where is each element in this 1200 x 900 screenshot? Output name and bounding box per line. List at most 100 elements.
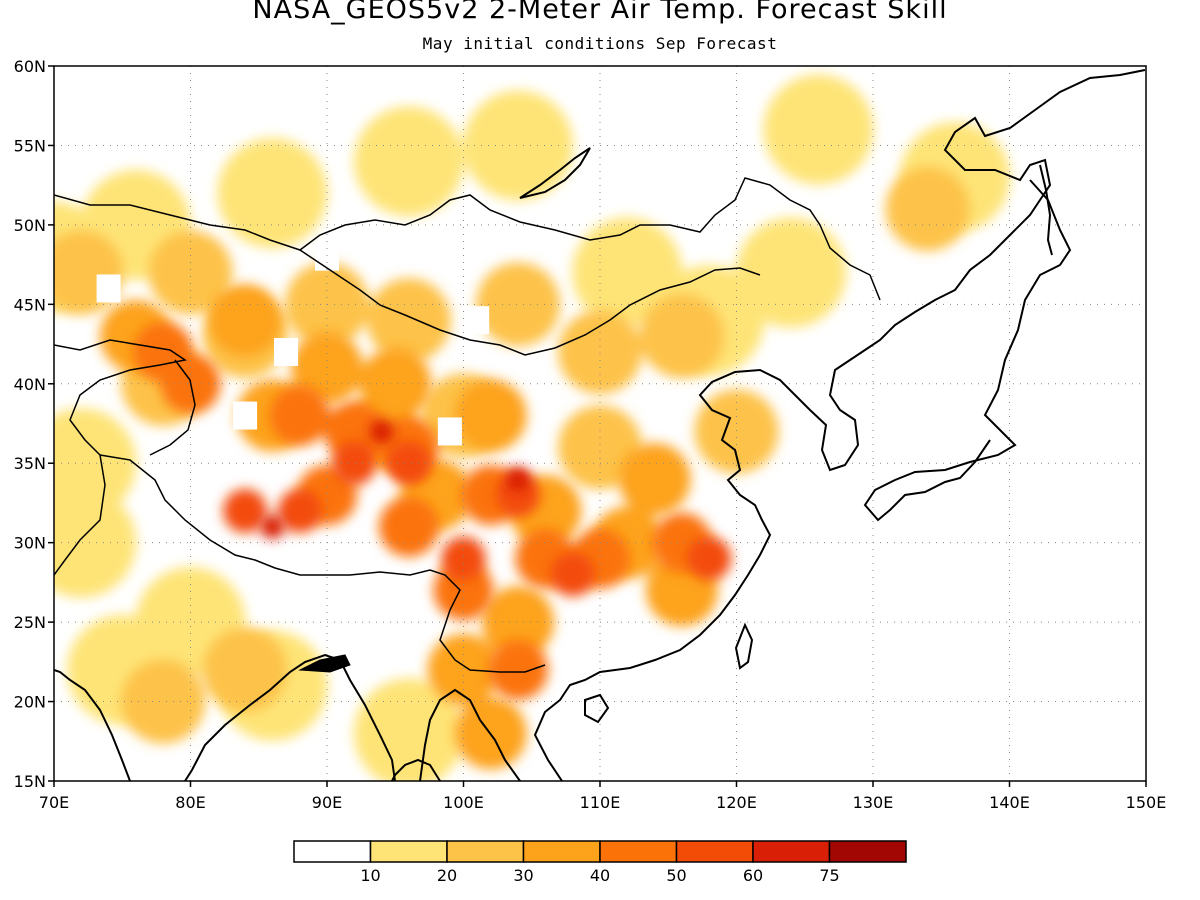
skill-patch <box>506 467 531 492</box>
skill-patch <box>433 560 494 621</box>
skill-patch <box>639 294 724 379</box>
colorbar-label: 20 <box>437 866 457 885</box>
skill-patch <box>763 74 874 185</box>
colorbar-swatch <box>675 840 754 863</box>
lat-tick-label: 30N <box>14 534 46 553</box>
lake-baikal <box>519 147 591 199</box>
lon-tick-label: 100E <box>443 793 484 812</box>
skill-patch <box>260 514 285 539</box>
skill-patch <box>332 441 377 486</box>
lon-tick-label: 150E <box>1126 793 1167 812</box>
coastline-taiwan <box>734 622 754 670</box>
lon-tick-label: 70E <box>39 793 69 812</box>
coastline-east-asia <box>533 69 1146 781</box>
skill-patch <box>366 278 451 363</box>
coastline-hainan <box>584 693 610 724</box>
coastline-sakhalin <box>1039 164 1053 256</box>
skill-patch <box>488 639 549 700</box>
skill-patch <box>454 379 527 452</box>
lon-tick-label: 80E <box>175 793 205 812</box>
colorbar-swatch <box>446 840 525 863</box>
map-title: NASA_GEOS5v2 2-Meter Air Temp. Forecast … <box>252 0 948 25</box>
lat-tick-label: 25N <box>14 613 46 632</box>
skill-patch <box>203 627 288 712</box>
lat-tick-label: 35N <box>14 454 46 473</box>
map-subtitle: May initial conditions Sep Forecast <box>422 34 778 53</box>
skill-patch <box>496 473 541 517</box>
lon-tick-label: 110E <box>580 793 621 812</box>
colorbar-label: 40 <box>590 866 610 885</box>
colorbar-swatch <box>369 840 448 863</box>
colorbar-swatch <box>752 840 831 863</box>
skill-level-4 <box>223 441 732 597</box>
lat-tick-label: 55N <box>14 136 46 155</box>
skill-patch <box>476 262 561 347</box>
skill-field <box>54 66 1146 781</box>
lon-tick-label: 120E <box>716 793 757 812</box>
colorbar-label: 75 <box>819 866 839 885</box>
skill-patch <box>209 284 282 357</box>
colorbar-swatch <box>599 840 678 863</box>
lon-tick-label: 130E <box>853 793 894 812</box>
no-skill-cell <box>274 338 299 366</box>
no-skill-cell <box>465 306 490 335</box>
skill-patch <box>550 552 595 597</box>
colorbar-label: 50 <box>666 866 686 885</box>
lon-tick-label: 140E <box>989 793 1030 812</box>
skill-patch <box>217 138 328 249</box>
skill-patch <box>558 310 642 394</box>
coastline-sri-lanka <box>298 654 351 673</box>
colorbar-swatch <box>293 840 372 863</box>
no-skill-cell <box>233 401 258 430</box>
border-mongolia-south <box>299 249 761 356</box>
skill-patch <box>427 633 500 706</box>
skill-patch <box>277 488 322 533</box>
gridlines <box>54 66 1146 781</box>
coastline-japan <box>863 179 1072 522</box>
skill-level-0 <box>54 74 1010 781</box>
coastline-bay-of-bengal <box>184 653 396 781</box>
skill-level-5 <box>260 419 531 539</box>
skill-patch <box>736 217 847 328</box>
skill-patch <box>441 536 486 581</box>
lat-tick-label: 20N <box>14 693 46 712</box>
skill-patch <box>572 217 683 328</box>
no-skill-cell <box>315 242 339 271</box>
lat-tick-label: 15N <box>14 772 46 791</box>
no-skill-cell <box>437 417 462 446</box>
skill-patch <box>463 90 574 201</box>
no-skill-cell <box>96 274 121 303</box>
skill-patch <box>223 488 268 533</box>
lat-tick-label: 50N <box>14 216 46 235</box>
colorbar-swatch <box>522 840 601 863</box>
coastline-india-west <box>54 669 131 781</box>
skill-patch <box>694 389 779 474</box>
coastlines <box>54 69 1146 781</box>
colorbar-label: 60 <box>743 866 763 885</box>
axis-ticks <box>48 65 1147 787</box>
skill-patch <box>54 487 137 598</box>
border-china-north <box>54 177 881 301</box>
skill-patch <box>885 167 970 251</box>
border-india-pakistan <box>54 454 106 576</box>
border-himalaya <box>99 454 546 673</box>
skill-patch <box>687 536 732 581</box>
skill-patch <box>378 496 439 557</box>
colorbar-swatch <box>828 840 907 863</box>
colorbar-label: 10 <box>360 866 380 885</box>
skill-patch <box>353 106 464 217</box>
skill-patch <box>482 586 555 659</box>
skill-patch <box>386 441 431 486</box>
colorbar: 10 20 30 40 50 60 75 <box>293 840 907 885</box>
skill-patch <box>369 419 394 444</box>
colorbar-label: 30 <box>513 866 533 885</box>
skill-patch <box>324 401 385 462</box>
skill-patch <box>148 230 233 315</box>
border-central-asia <box>54 339 196 456</box>
lat-tick-label: 40N <box>14 375 46 394</box>
lat-tick-label: 45N <box>14 295 46 314</box>
skill-patch <box>618 443 691 516</box>
skill-patch <box>353 678 464 781</box>
latitude-labels: 15N 20N 25N 30N 35N 40N 45N 50N 55N 60N <box>14 57 46 791</box>
